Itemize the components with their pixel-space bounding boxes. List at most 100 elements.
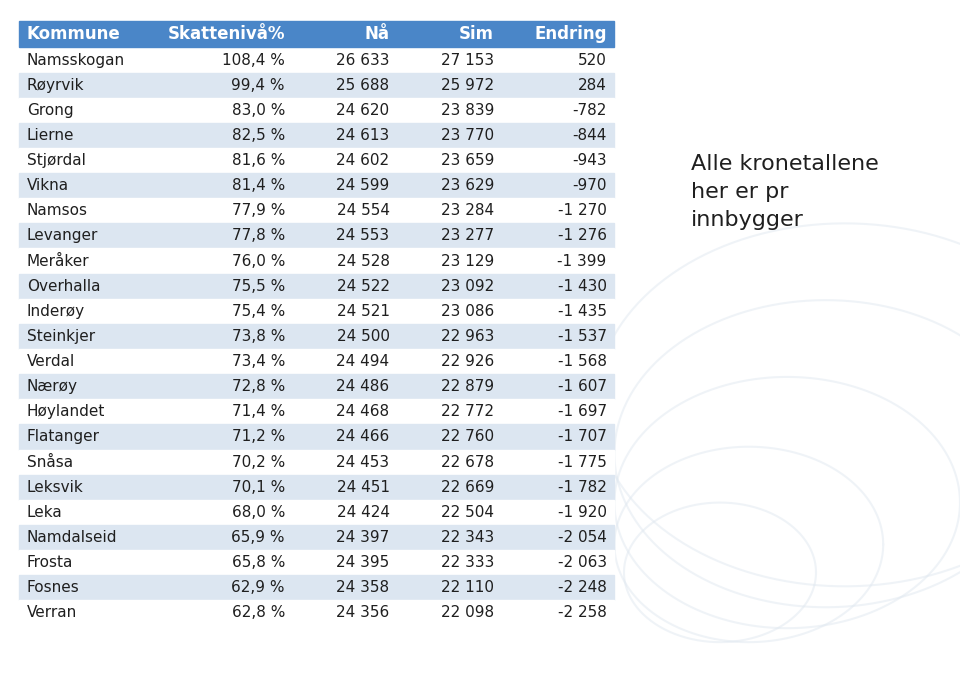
- Text: -2 258: -2 258: [558, 605, 607, 621]
- Text: Leksvik: Leksvik: [27, 480, 84, 495]
- Bar: [19, 399, 614, 424]
- Bar: [19, 600, 614, 625]
- Text: 22 760: 22 760: [441, 429, 494, 445]
- Bar: [19, 98, 614, 123]
- Text: Lierne: Lierne: [27, 128, 74, 143]
- Bar: [19, 575, 614, 600]
- Text: Levanger: Levanger: [27, 228, 98, 244]
- Text: 23 086: 23 086: [441, 304, 494, 319]
- Text: 24 466: 24 466: [336, 429, 390, 445]
- Text: -1 399: -1 399: [558, 253, 607, 269]
- Text: Nå: Nå: [365, 25, 390, 43]
- Text: 24 602: 24 602: [336, 153, 390, 168]
- Text: 22 333: 22 333: [441, 555, 494, 570]
- Text: 284: 284: [578, 77, 607, 93]
- Text: 65,8 %: 65,8 %: [231, 555, 285, 570]
- Bar: [19, 500, 614, 525]
- Text: Grong: Grong: [27, 103, 74, 118]
- Text: 77,8 %: 77,8 %: [231, 228, 285, 244]
- Text: 24 486: 24 486: [336, 379, 390, 394]
- Text: 22 879: 22 879: [441, 379, 494, 394]
- Text: -1 775: -1 775: [558, 454, 607, 470]
- Text: Kommune: Kommune: [27, 25, 121, 43]
- Text: Verdal: Verdal: [27, 354, 75, 369]
- Text: 27 153: 27 153: [441, 52, 494, 68]
- Text: -1 537: -1 537: [558, 329, 607, 344]
- Text: 24 500: 24 500: [337, 329, 390, 344]
- Text: Namsos: Namsos: [27, 203, 88, 218]
- Text: 22 926: 22 926: [441, 354, 494, 369]
- Text: 24 453: 24 453: [336, 454, 390, 470]
- Bar: [19, 148, 614, 173]
- Text: 24 521: 24 521: [337, 304, 390, 319]
- Text: 24 599: 24 599: [336, 178, 390, 193]
- Bar: [19, 198, 614, 223]
- Text: Sim: Sim: [459, 25, 494, 43]
- Text: Nærøy: Nærøy: [27, 379, 78, 394]
- Text: -943: -943: [572, 153, 607, 168]
- Text: 22 772: 22 772: [441, 404, 494, 419]
- Bar: [19, 173, 614, 198]
- Text: 24 613: 24 613: [336, 128, 390, 143]
- Text: -1 697: -1 697: [558, 404, 607, 419]
- Text: Vikna: Vikna: [27, 178, 69, 193]
- Bar: [19, 21, 614, 47]
- Text: 75,4 %: 75,4 %: [231, 304, 285, 319]
- Text: 23 092: 23 092: [441, 279, 494, 294]
- Text: 62,9 %: 62,9 %: [231, 580, 285, 595]
- Bar: [19, 223, 614, 248]
- Text: 81,4 %: 81,4 %: [231, 178, 285, 193]
- Text: Inderøy: Inderøy: [27, 304, 85, 319]
- Text: 83,0 %: 83,0 %: [231, 103, 285, 118]
- Text: 23 770: 23 770: [441, 128, 494, 143]
- Text: -1 276: -1 276: [558, 228, 607, 244]
- Text: Stjørdal: Stjørdal: [27, 153, 85, 168]
- Text: 70,2 %: 70,2 %: [231, 454, 285, 470]
- Text: 24 358: 24 358: [336, 580, 390, 595]
- Text: 24 522: 24 522: [337, 279, 390, 294]
- Text: 24 356: 24 356: [336, 605, 390, 621]
- Text: 24 553: 24 553: [336, 228, 390, 244]
- Text: 24 451: 24 451: [337, 480, 390, 495]
- Text: 62,8 %: 62,8 %: [231, 605, 285, 621]
- Text: 24 424: 24 424: [337, 505, 390, 520]
- Text: Snåsa: Snåsa: [27, 454, 73, 470]
- Bar: [19, 450, 614, 475]
- Text: 25 972: 25 972: [441, 77, 494, 93]
- Text: Namdalseid: Namdalseid: [27, 530, 117, 545]
- Text: Namsskogan: Namsskogan: [27, 52, 125, 68]
- Text: 22 110: 22 110: [441, 580, 494, 595]
- Text: 22 098: 22 098: [441, 605, 494, 621]
- Text: 22 669: 22 669: [441, 480, 494, 495]
- Bar: [19, 475, 614, 500]
- Text: Høylandet: Høylandet: [27, 404, 106, 419]
- Text: 23 839: 23 839: [441, 103, 494, 118]
- Text: 24 554: 24 554: [337, 203, 390, 218]
- Bar: [19, 324, 614, 349]
- Text: 22 504: 22 504: [441, 505, 494, 520]
- Text: 26 633: 26 633: [336, 52, 390, 68]
- Text: 24 468: 24 468: [336, 404, 390, 419]
- Text: Røyrvik: Røyrvik: [27, 77, 84, 93]
- Text: -1 707: -1 707: [558, 429, 607, 445]
- Text: 24 395: 24 395: [336, 555, 390, 570]
- Text: 71,4 %: 71,4 %: [231, 404, 285, 419]
- Text: -1 435: -1 435: [558, 304, 607, 319]
- Text: 520: 520: [578, 52, 607, 68]
- Text: 72,8 %: 72,8 %: [231, 379, 285, 394]
- Bar: [19, 274, 614, 299]
- Text: 23 629: 23 629: [441, 178, 494, 193]
- Text: Verran: Verran: [27, 605, 77, 621]
- Text: 23 659: 23 659: [441, 153, 494, 168]
- Text: Fosnes: Fosnes: [27, 580, 80, 595]
- Text: Flatanger: Flatanger: [27, 429, 100, 445]
- Text: 81,6 %: 81,6 %: [231, 153, 285, 168]
- Text: -844: -844: [572, 128, 607, 143]
- Text: 73,4 %: 73,4 %: [231, 354, 285, 369]
- Text: 22 963: 22 963: [441, 329, 494, 344]
- Text: 73,8 %: 73,8 %: [231, 329, 285, 344]
- Text: 25 688: 25 688: [336, 77, 390, 93]
- Text: -1 430: -1 430: [558, 279, 607, 294]
- Text: -1 270: -1 270: [558, 203, 607, 218]
- Text: -1 607: -1 607: [558, 379, 607, 394]
